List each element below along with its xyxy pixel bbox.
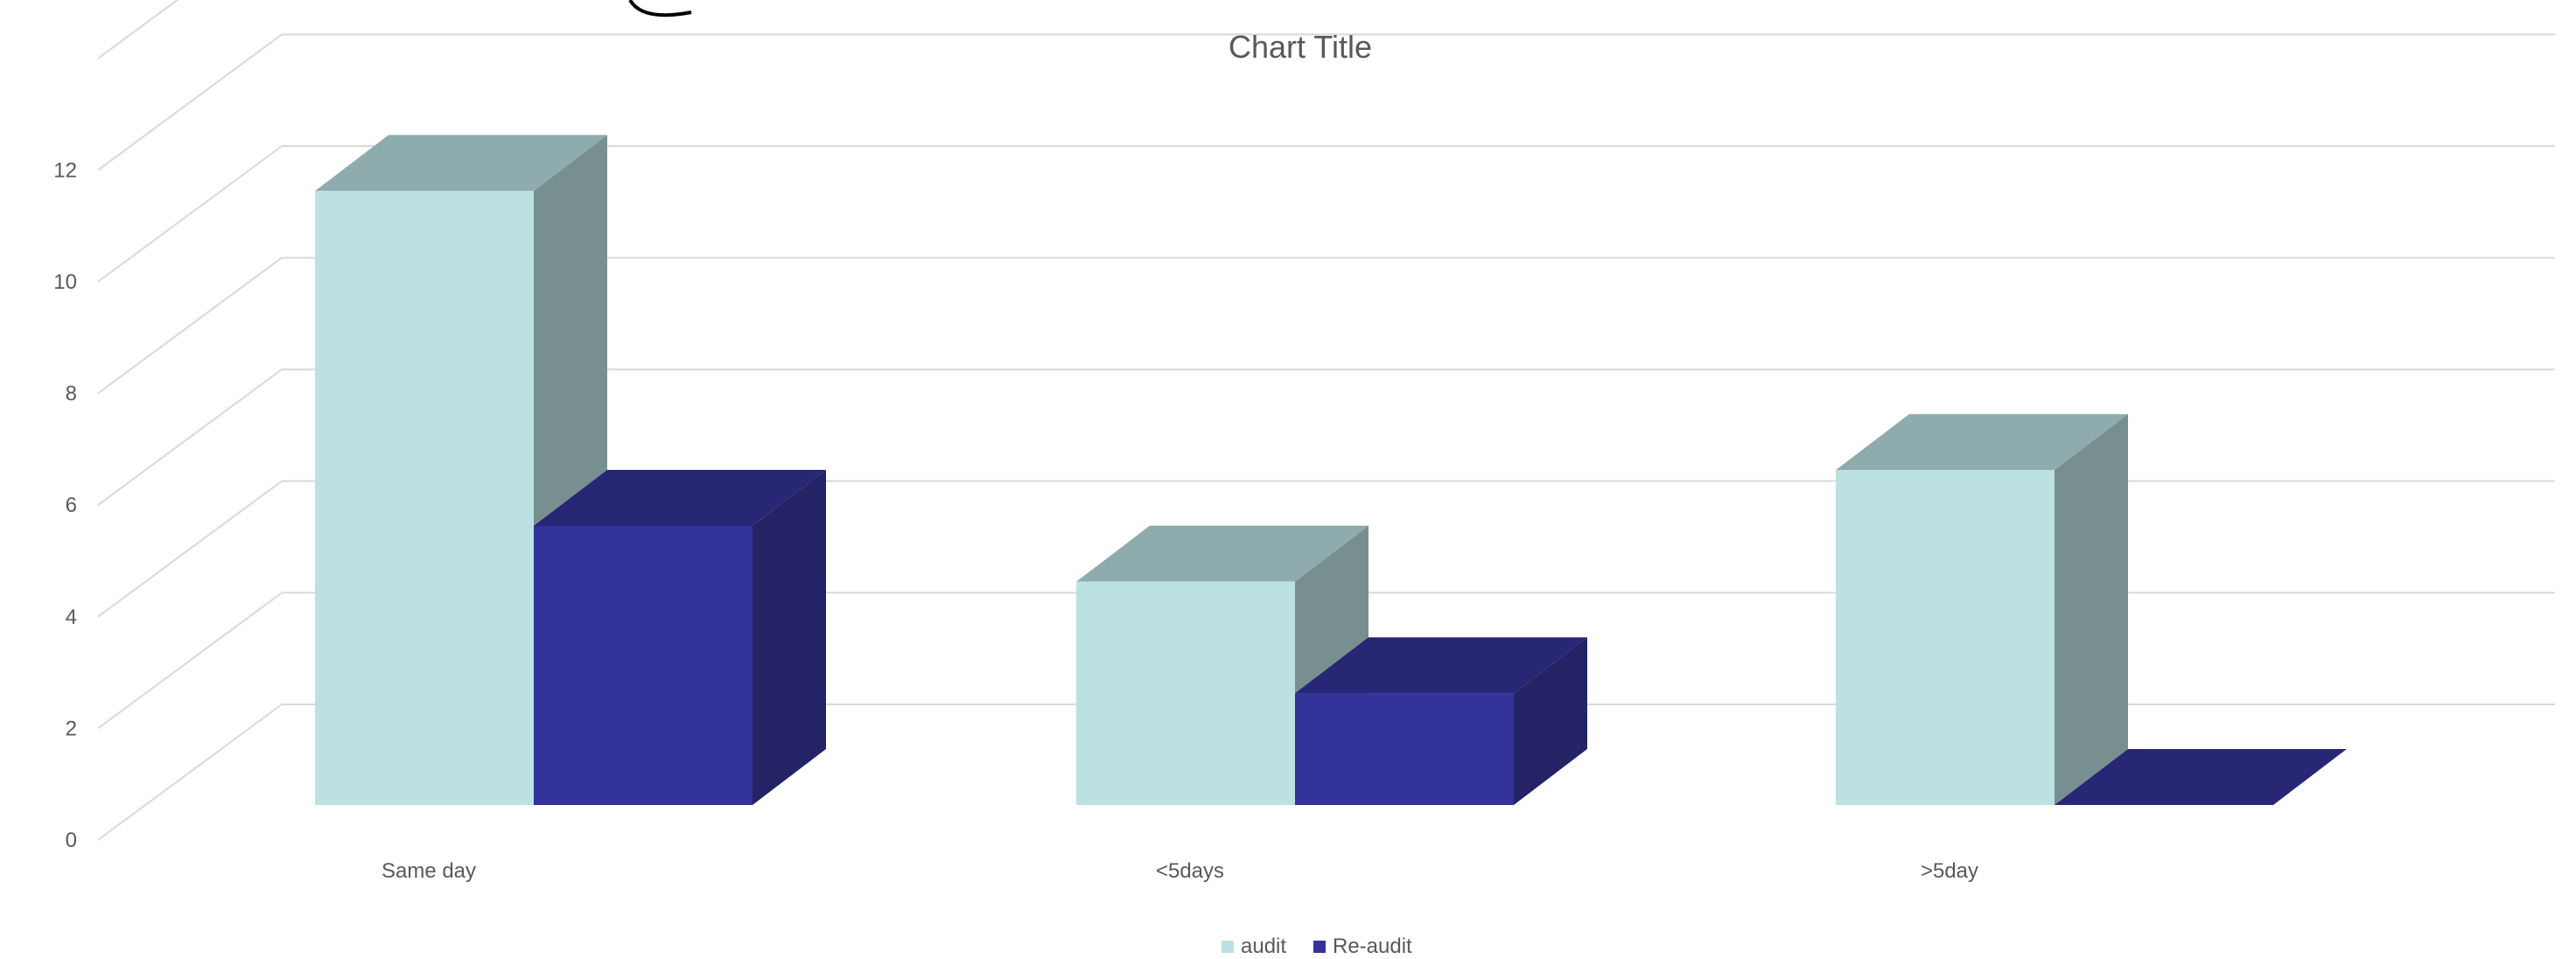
y-tick-label: 10 [53,270,77,294]
bar-side-face [2054,414,2128,805]
y-tick-label: 8 [66,382,77,406]
bar-side-face [1514,637,1587,805]
legend: audit Re-audit [1222,934,1412,958]
bar-side-face [752,470,826,805]
bar-front-face [1076,581,1295,805]
legend-swatch [1313,941,1326,953]
x-category-label: <5days [1156,859,1224,883]
gridline-diagonal [97,368,283,507]
gridline-diagonal [97,33,283,172]
y-tick-label: 4 [66,606,77,629]
bar-top-face [1295,637,1587,694]
bar-top-face [315,135,607,192]
legend-swatch [1222,941,1234,953]
bar [2054,749,2347,805]
bar-front-face [315,191,534,805]
clipped-glyph-fragment [628,0,692,18]
legend-item: Re-audit [1313,934,1412,958]
gridline-diagonal [97,592,283,730]
bar-top-face [1076,525,1368,582]
gridline-diagonal [97,145,283,283]
x-axis-category-labels: Same day <5days >5day [382,859,1978,883]
gridline-diagonal [97,480,283,618]
y-tick-label: 0 [66,829,77,852]
y-tick-label: 6 [66,494,77,517]
x-category-label: >5day [1921,859,1978,883]
legend-item: audit [1222,934,1286,958]
x-category-label: Same day [382,859,476,883]
legend-label: Re-audit [1333,934,1412,958]
bar-front-face [1295,693,1514,805]
bar [1076,525,1368,805]
y-axis-tick-labels: 0 2 4 6 8 10 12 [53,158,77,852]
gridline-diagonal [97,704,283,841]
y-tick-label: 12 [53,158,77,182]
gridline-diagonal [97,256,283,395]
bar [1295,637,1587,805]
bars [315,135,2347,805]
y-tick-label: 2 [66,717,77,740]
bar-top-face [1836,414,2128,471]
legend-label: audit [1241,934,1286,958]
bar [534,470,826,805]
gridline-diagonal [97,0,179,60]
chart-title: Chart Title [1228,29,1372,65]
bar-top-face [534,470,826,526]
bar-front-face [534,526,752,805]
bar-top-face [2054,749,2347,805]
bar-front-face [1836,470,2054,805]
bar [1836,414,2128,805]
